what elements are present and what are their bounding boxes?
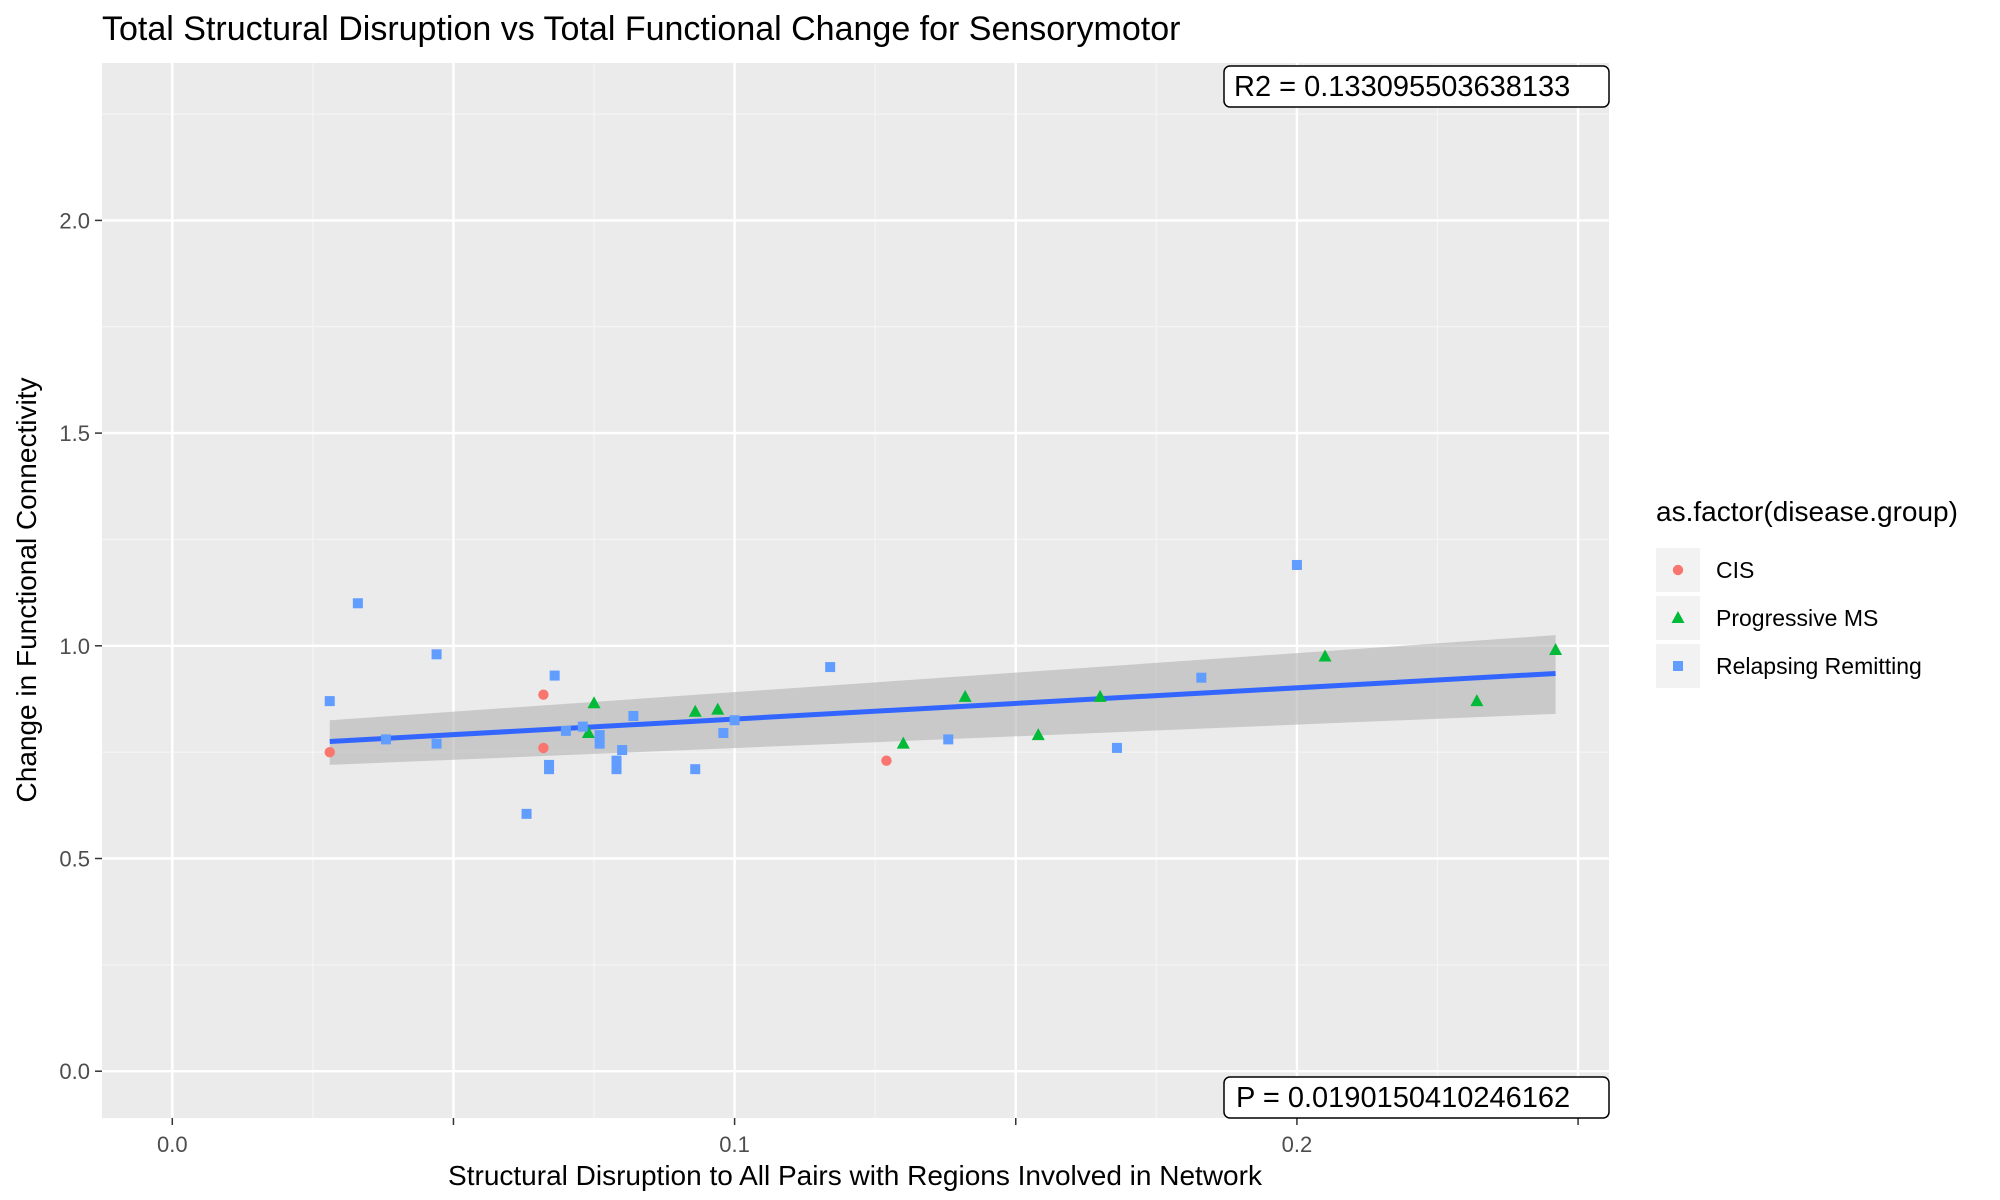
regression-line-group	[329, 670, 1556, 745]
legend-label: Relapsing Remitting	[1716, 653, 1922, 679]
data-point	[324, 746, 335, 758]
p-annotation: P = 0.0190150410246162	[1236, 1082, 1570, 1114]
data-point	[1031, 728, 1045, 741]
series-relapsing-remitting	[324, 559, 1302, 819]
data-point	[431, 738, 442, 749]
legend-symbol	[1672, 564, 1684, 576]
data-point	[881, 755, 892, 766]
data-point	[594, 738, 605, 749]
legend-label: Progressive MS	[1716, 605, 1878, 631]
data-point	[1549, 643, 1563, 656]
data-point	[581, 726, 595, 739]
data-point	[690, 764, 701, 775]
confidence-band	[329, 635, 1556, 765]
data-point	[1111, 742, 1122, 753]
x-tick-label: 0.1	[719, 1132, 750, 1157]
x-axis-title: Structural Disruption to All Pairs with …	[448, 1160, 1263, 1191]
series-cis	[324, 689, 892, 766]
legend: as.factor(disease.group) CIS Progressive …	[1656, 496, 1958, 688]
p-annotation-box	[1223, 1076, 1610, 1119]
plot-panel	[102, 63, 1609, 1118]
data-points	[324, 559, 1563, 819]
data-point	[611, 764, 622, 775]
data-point	[538, 689, 549, 700]
data-point	[825, 662, 836, 673]
y-tick-label: 1.0	[59, 634, 90, 659]
axis-ticks: 0.0 0.1 0.2 0.0 0.5 1.0 1.5 2.0	[59, 208, 1579, 1157]
x-tick-label: 0.2	[1282, 1132, 1313, 1157]
y-tick-label: 1.5	[59, 421, 90, 446]
grid-lines	[102, 63, 1609, 1118]
legend-symbol	[1673, 661, 1683, 671]
data-point	[611, 755, 622, 766]
r2-annotation: R2 = 0.133095503638133	[1234, 71, 1570, 103]
confidence-band-area	[329, 635, 1556, 765]
data-point	[1291, 559, 1302, 570]
data-point	[628, 710, 639, 721]
data-point	[729, 715, 740, 726]
regression-line	[329, 670, 1556, 745]
data-point	[958, 689, 972, 702]
data-point	[521, 808, 532, 819]
y-axis-title: Change in Functional Connectivity	[11, 378, 42, 803]
data-point	[431, 649, 442, 660]
y-tick-label: 2.0	[59, 208, 90, 233]
data-point	[380, 734, 391, 745]
data-point	[544, 764, 555, 775]
data-point	[1318, 649, 1332, 662]
data-point	[1093, 689, 1107, 702]
chart-title: Total Structural Disruption vs Total Fun…	[102, 10, 1180, 48]
data-point	[617, 745, 628, 756]
data-point	[324, 696, 335, 707]
series-progressive-ms	[581, 643, 1563, 749]
data-point	[560, 725, 571, 736]
data-point	[688, 704, 702, 717]
legend-title: as.factor(disease.group)	[1656, 496, 1958, 527]
data-point	[549, 670, 560, 681]
data-point	[711, 702, 725, 715]
data-point	[718, 728, 729, 739]
data-point	[943, 734, 954, 745]
legend-symbol	[1671, 611, 1685, 623]
data-point	[1470, 694, 1484, 707]
data-point	[1196, 672, 1207, 683]
data-point	[352, 598, 363, 609]
r2-annotation-box	[1223, 65, 1610, 108]
data-point	[594, 730, 605, 741]
x-tick-label: 0.0	[157, 1132, 188, 1157]
data-point	[577, 721, 588, 732]
annotations: R2 = 0.133095503638133 P = 0.01901504102…	[1223, 65, 1610, 1119]
y-tick-label: 0.0	[59, 1059, 90, 1084]
data-point	[538, 742, 549, 754]
data-point	[896, 736, 910, 749]
data-point	[587, 696, 601, 709]
y-tick-label: 0.5	[59, 847, 90, 872]
legend-label: CIS	[1716, 557, 1754, 583]
